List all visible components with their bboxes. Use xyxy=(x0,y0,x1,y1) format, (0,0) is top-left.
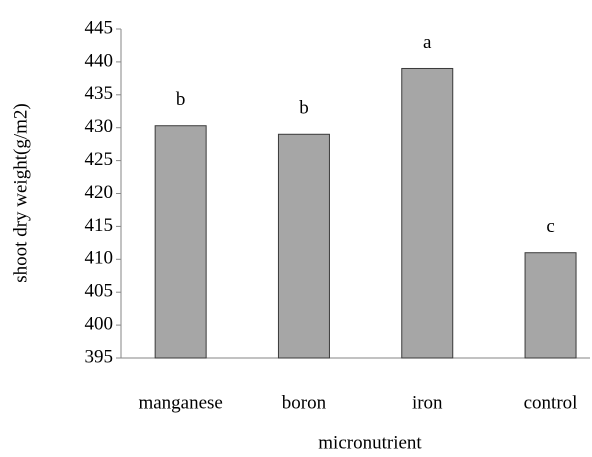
y-tick-label: 400 xyxy=(85,313,114,334)
bar xyxy=(524,252,577,359)
y-tick-label: 405 xyxy=(85,281,114,302)
y-tick-label: 435 xyxy=(85,83,114,104)
x-tick-label: manganese xyxy=(138,392,222,413)
y-tick-label: 410 xyxy=(85,248,114,269)
x-tick-label: iron xyxy=(412,392,443,413)
annotation: b xyxy=(299,98,309,119)
x-axis-title: micronutrient xyxy=(318,432,422,453)
y-tick-label: 420 xyxy=(85,182,114,203)
annotation: a xyxy=(423,32,432,53)
bar xyxy=(277,133,330,359)
y-tick-label: 440 xyxy=(85,50,114,71)
bar xyxy=(154,125,207,359)
x-tick-label: control xyxy=(524,392,578,413)
y-tick-label: 395 xyxy=(85,346,114,367)
y-tick-label: 430 xyxy=(85,116,114,137)
y-axis-title: shoot dry weight(g/m2) xyxy=(10,103,31,282)
y-tick-label: 445 xyxy=(85,17,114,38)
bar xyxy=(401,67,454,359)
annotation: c xyxy=(546,216,554,237)
y-tick-label: 415 xyxy=(85,215,114,236)
x-tick-label: boron xyxy=(282,392,327,413)
annotation: b xyxy=(176,89,186,110)
y-tick-label: 425 xyxy=(85,149,114,170)
